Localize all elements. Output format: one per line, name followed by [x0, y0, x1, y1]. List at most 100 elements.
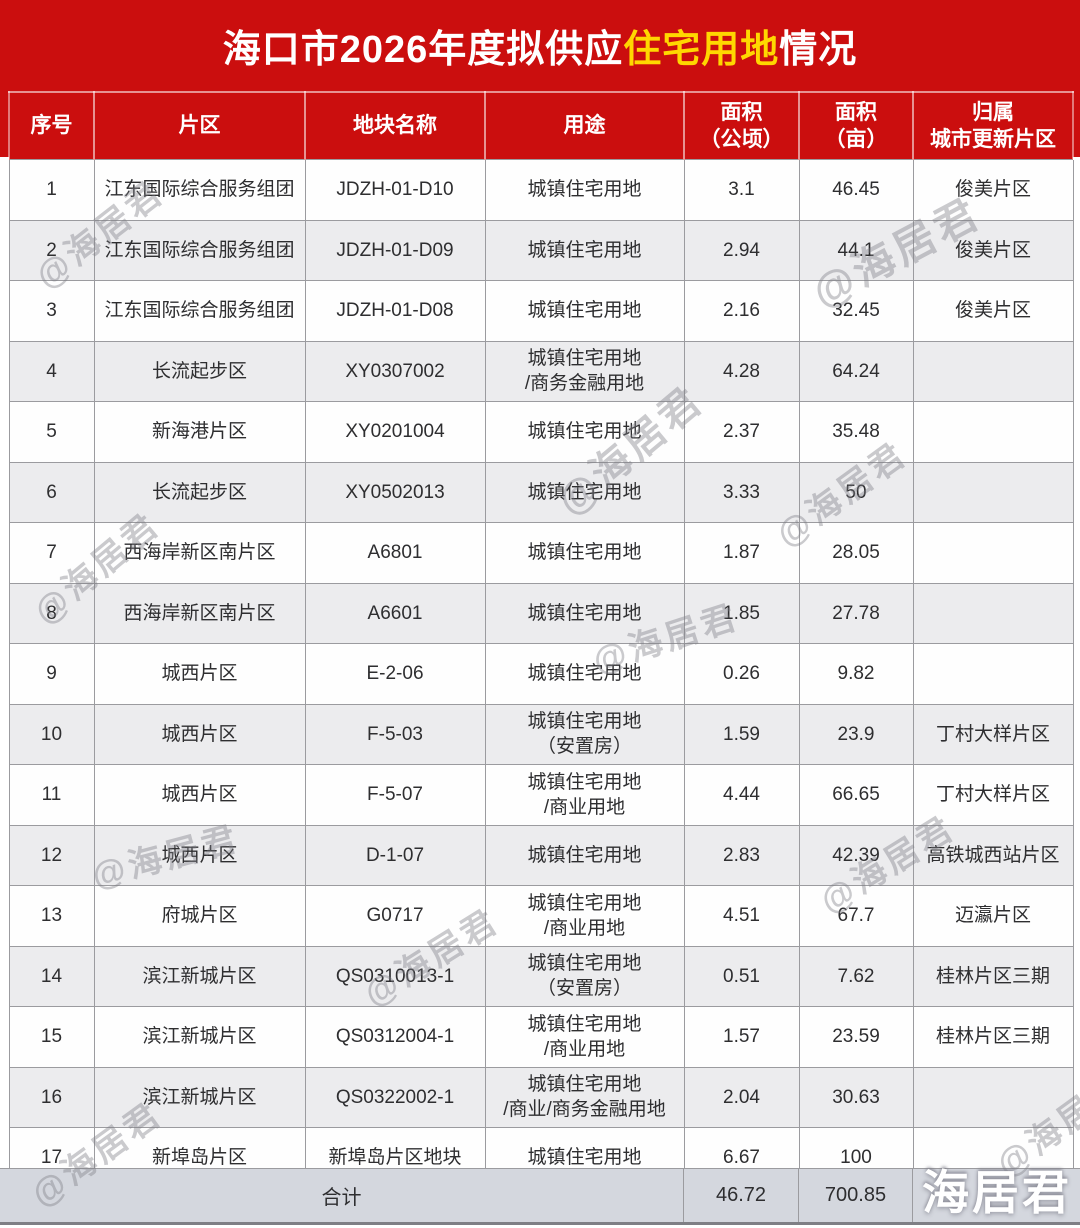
area-ha-cell: 0.51: [683, 945, 800, 1007]
header-row: 序号 片区 地块名称 用途 面积 （公顷） 面积 （亩） 归属 城市更新片区: [8, 91, 1074, 160]
district-cell: 城西片区: [93, 703, 306, 765]
seq-cell: 6: [8, 461, 95, 523]
seq-cell: 12: [8, 824, 95, 886]
area-mu-cell: 28.05: [798, 522, 914, 584]
area-ha-cell: 2.16: [683, 280, 800, 342]
table-row: 5 新海港片区 XY0201004 城镇住宅用地 2.37 35.48: [8, 401, 1074, 463]
table-row: 11 城西片区 F-5-07 城镇住宅用地 /商业用地 4.44 66.65 丁村大样片区: [8, 764, 1074, 826]
area-mu-cell: 23.59: [798, 1006, 914, 1068]
page-title: 海口市2026年度拟供应住宅用地情况: [223, 18, 858, 73]
seq-cell: 5: [8, 401, 95, 463]
renewal-cell: [912, 401, 1074, 463]
district-cell: 滨江新城片区: [93, 945, 306, 1007]
title-prefix: 海口市2026年度拟供应: [222, 29, 624, 71]
table-row: 15 滨江新城片区 QS0312004-1 城镇住宅用地 /商业用地 1.57 23.59…: [8, 1006, 1074, 1068]
plot-name-cell: XY0201004: [304, 401, 486, 463]
title-highlight: 住宅用地: [623, 29, 780, 71]
plot-name-cell: D-1-07: [304, 824, 486, 886]
header-seq: 序号: [8, 91, 95, 160]
renewal-cell: 俊美片区: [912, 159, 1074, 221]
renewal-cell: 丁村大样片区: [912, 764, 1074, 826]
header-renewal: 归属 城市更新片区: [913, 91, 1074, 160]
seq-cell: 11: [8, 764, 95, 826]
table-row: 4 长流起步区 XY0307002 城镇住宅用地 /商务金融用地 4.28 64.24: [8, 340, 1074, 402]
district-cell: 新海港片区: [93, 401, 306, 463]
renewal-cell: 桂林片区三期: [912, 945, 1074, 1007]
title-suffix: 情况: [779, 29, 858, 71]
area-ha-cell: 2.83: [683, 824, 800, 886]
use-cell: 城镇住宅用地 （安置房）: [484, 945, 685, 1007]
area-mu-cell: 44.1: [798, 219, 914, 281]
district-cell: 西海岸新区南片区: [93, 522, 306, 584]
area-mu-cell: 64.24: [798, 340, 914, 402]
total-row: 合计 46.72 700.85: [0, 1168, 1080, 1225]
district-cell: 江东国际综合服务组团: [93, 219, 306, 281]
header-district: 片区: [94, 91, 306, 160]
land-supply-table: 序号 片区 地块名称 用途 面积 （公顷） 面积 （亩） 归属 城市更新片区 1…: [8, 91, 1074, 1189]
area-mu-cell: 23.9: [798, 703, 914, 765]
renewal-cell: [912, 340, 1074, 402]
area-ha-cell: 0.26: [683, 643, 800, 705]
header-plot-name: 地块名称: [305, 91, 486, 160]
area-mu-cell: 9.82: [798, 643, 914, 705]
plot-name-cell: XY0307002: [304, 340, 486, 402]
total-label-cell: 合计: [321, 1187, 362, 1209]
area-ha-cell: 1.87: [683, 522, 800, 584]
table-row: 12 城西片区 D-1-07 城镇住宅用地 2.83 42.39 高铁城西站片区: [8, 824, 1074, 886]
use-cell: 城镇住宅用地: [484, 219, 685, 281]
district-cell: 城西片区: [93, 643, 306, 705]
header-area-ha: 面积 （公顷）: [684, 91, 800, 160]
area-ha-cell: 1.85: [683, 582, 800, 644]
total-renewal-cell: [912, 1169, 1080, 1222]
use-cell: 城镇住宅用地 /商务金融用地: [484, 340, 685, 402]
table-row: 2 江东国际综合服务组团 JDZH-01-D09 城镇住宅用地 2.94 44.1 俊美片区: [8, 219, 1074, 281]
table-header: 序号 片区 地块名称 用途 面积 （公顷） 面积 （亩） 归属 城市更新片区: [8, 91, 1074, 160]
district-cell: 长流起步区: [93, 340, 306, 402]
area-mu-cell: 35.48: [798, 401, 914, 463]
area-ha-cell: 4.44: [683, 764, 800, 826]
area-ha-cell: 1.57: [683, 1006, 800, 1068]
table-row: 1 江东国际综合服务组团 JDZH-01-D10 城镇住宅用地 3.1 46.45 俊美片区: [8, 159, 1074, 221]
table-row: 10 城西片区 F-5-03 城镇住宅用地 （安置房） 1.59 23.9 丁村大样片区: [8, 703, 1074, 765]
plot-name-cell: QS0312004-1: [304, 1006, 486, 1068]
district-cell: 江东国际综合服务组团: [93, 280, 306, 342]
plot-name-cell: QS0310013-1: [304, 945, 486, 1007]
area-ha-cell: 4.28: [683, 340, 800, 402]
plot-name-cell: A6801: [304, 522, 486, 584]
seq-cell: 13: [8, 885, 95, 947]
district-cell: 城西片区: [93, 824, 306, 886]
area-ha-cell: 2.94: [683, 219, 800, 281]
seq-cell: 1: [8, 159, 95, 221]
plot-name-cell: A6601: [304, 582, 486, 644]
seq-cell: 4: [8, 340, 95, 402]
renewal-cell: 高铁城西站片区: [912, 824, 1074, 886]
use-cell: 城镇住宅用地: [484, 159, 685, 221]
plot-name-cell: E-2-06: [304, 643, 486, 705]
district-cell: 府城片区: [93, 885, 306, 947]
area-ha-cell: 3.1: [683, 159, 800, 221]
use-cell: 城镇住宅用地: [484, 280, 685, 342]
area-ha-cell: 2.04: [683, 1066, 800, 1128]
header-use: 用途: [485, 91, 685, 160]
area-mu-cell: 46.45: [798, 159, 914, 221]
renewal-cell: [912, 1066, 1074, 1128]
area-mu-cell: 42.39: [798, 824, 914, 886]
use-cell: 城镇住宅用地: [484, 461, 685, 523]
use-cell: 城镇住宅用地 /商业用地: [484, 1006, 685, 1068]
renewal-cell: [912, 522, 1074, 584]
seq-cell: 7: [8, 522, 95, 584]
table-row: 16 滨江新城片区 QS0322002-1 城镇住宅用地 /商业/商务金融用地 2.04…: [8, 1066, 1074, 1128]
use-cell: 城镇住宅用地: [484, 522, 685, 584]
area-mu-cell: 30.63: [798, 1066, 914, 1128]
area-mu-cell: 32.45: [798, 280, 914, 342]
seq-cell: 14: [8, 945, 95, 1007]
use-cell: 城镇住宅用地 /商业/商务金融用地: [484, 1066, 685, 1128]
use-cell: 城镇住宅用地: [484, 824, 685, 886]
seq-cell: 9: [8, 643, 95, 705]
brand-logo: 海居君: [922, 1166, 1072, 1219]
table-row: 8 西海岸新区南片区 A6601 城镇住宅用地 1.85 27.78: [8, 582, 1074, 644]
title-banner: 海口市2026年度拟供应住宅用地情况: [0, 0, 1080, 91]
plot-name-cell: JDZH-01-D10: [304, 159, 486, 221]
area-ha-cell: 3.33: [683, 461, 800, 523]
